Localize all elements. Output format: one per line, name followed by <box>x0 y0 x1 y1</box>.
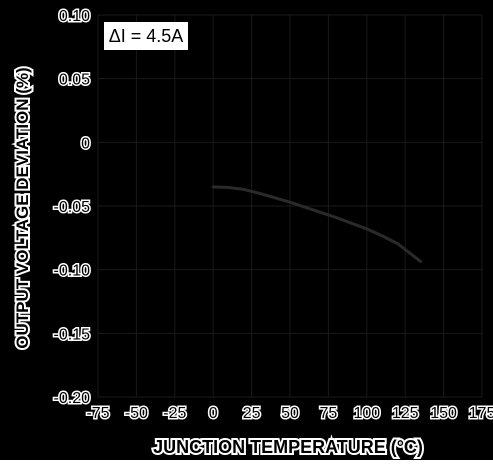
x-tick-label: -75 <box>86 405 109 422</box>
series-line <box>211 185 423 263</box>
series-layer <box>211 185 423 263</box>
y-tick-label: -0.05 <box>54 199 91 216</box>
annotation-background <box>104 22 188 50</box>
annotation-box: ΔI = 4.5A <box>104 22 188 50</box>
grid-lines <box>97 14 483 398</box>
x-tick-label: 175 <box>469 405 493 422</box>
annotation-label: ΔI = 4.5A <box>109 26 184 46</box>
x-axis-label: JUNCTION TEMPERATURE (°C) <box>153 437 423 457</box>
x-tick-label: -50 <box>125 405 148 422</box>
x-tick-label: 100 <box>353 405 380 422</box>
x-tick-label: 150 <box>430 405 457 422</box>
y-tick-label: -0.15 <box>54 326 91 343</box>
x-tick-labels: -75 -50 -25 0 25 50 75 100 125 150 175 <box>85 404 493 424</box>
x-tick-label: 25 <box>243 405 261 422</box>
y-tick-label: 0 <box>81 135 90 152</box>
y-tick-label: -0.10 <box>54 263 91 280</box>
x-tick-label: 0 <box>209 405 218 422</box>
y-axis-label: OUTPUT VOLTAGE DEVIATION (%) <box>13 67 32 348</box>
x-tick-label: 75 <box>320 405 338 422</box>
y-tick-label: 0.05 <box>59 72 90 89</box>
x-tick-label: 50 <box>281 405 299 422</box>
y-tick-labels: 0.10 0.05 0 -0.05 -0.10 -0.15 -0.20 <box>52 7 92 409</box>
x-tick-label: 125 <box>392 405 419 422</box>
y-tick-label: -0.20 <box>54 390 91 407</box>
x-tick-label: -25 <box>163 405 186 422</box>
y-tick-label: 0.10 <box>59 8 90 25</box>
